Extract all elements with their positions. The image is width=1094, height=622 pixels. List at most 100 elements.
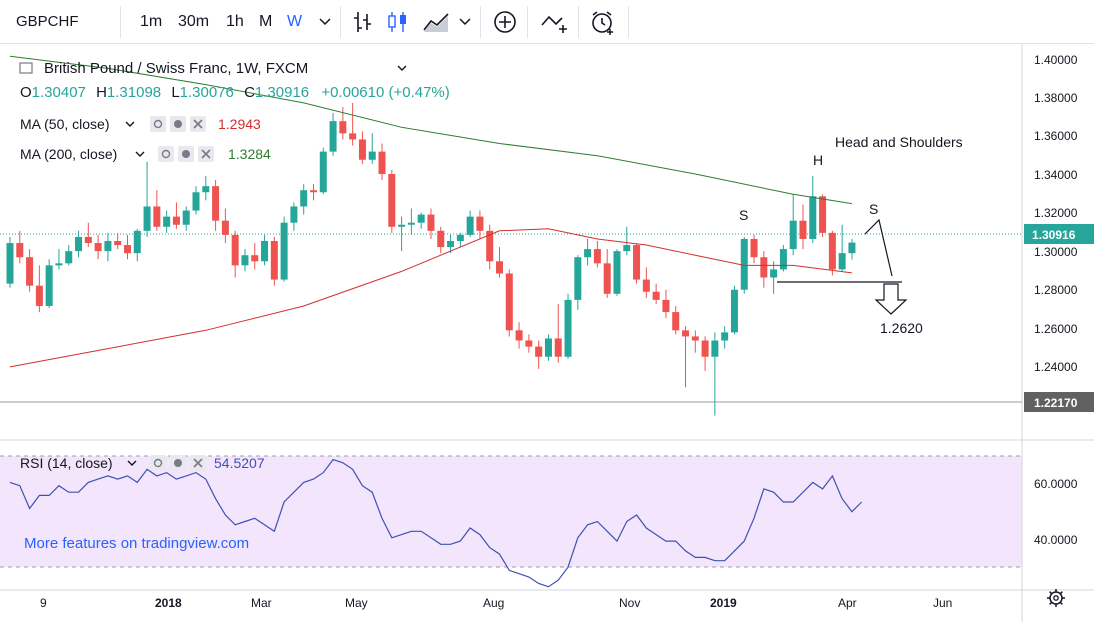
ma200-remove-icon[interactable] — [198, 146, 214, 162]
candle — [476, 210, 484, 239]
right-shoulder-label: S — [869, 201, 878, 217]
marker-price-label: 1.22170 — [1034, 396, 1078, 410]
candle — [290, 202, 298, 231]
chevron-down-icon[interactable] — [135, 151, 145, 157]
candle — [212, 180, 220, 231]
chevron-down-icon[interactable] — [458, 15, 472, 29]
candle — [270, 236, 278, 286]
series-title[interactable]: British Pound / Swiss Franc, 1W, FXCM — [44, 60, 308, 77]
candle — [466, 210, 474, 237]
time-axis[interactable]: 9 2018 Mar May Aug Nov 2019 Apr Jun — [40, 596, 952, 610]
time-tick: Aug — [483, 596, 504, 610]
candle — [525, 334, 533, 353]
candle — [75, 230, 83, 258]
chevron-down-icon[interactable] — [318, 15, 332, 29]
time-tick: 2018 — [155, 596, 182, 610]
down-arrow-icon — [874, 283, 908, 315]
ma50-eye-icon[interactable] — [150, 116, 166, 132]
ma50-remove-icon[interactable] — [190, 116, 206, 132]
candle — [35, 265, 43, 313]
candle — [496, 247, 503, 278]
candle — [779, 245, 787, 272]
left-shoulder-label: S — [739, 207, 748, 223]
price-tick: 1.26000 — [1034, 322, 1078, 336]
legend: British Pound / Swiss Franc, 1W, FXCM O1… — [19, 60, 450, 471]
price-tick: 1.38000 — [1034, 91, 1078, 105]
candles-icon[interactable] — [386, 10, 410, 34]
candle — [760, 251, 768, 288]
chart-area[interactable]: 1.40000 1.38000 1.36000 1.34000 1.32000 … — [0, 44, 1094, 622]
ma200-label[interactable]: MA (200, close) — [20, 146, 117, 162]
projection-line — [864, 218, 893, 277]
candle — [6, 236, 14, 288]
rsi-eye-icon[interactable] — [150, 455, 166, 471]
toolbar-separator — [120, 6, 121, 38]
toolbar: GBPCHF 1m 30m 1h M W — [0, 0, 1094, 44]
candle — [515, 322, 523, 349]
moving-averages-layer — [9, 55, 852, 368]
price-tick: 1.34000 — [1034, 168, 1078, 182]
rsi-remove-icon[interactable] — [190, 455, 206, 471]
compare-symbol-icon[interactable] — [540, 10, 570, 34]
candle — [65, 245, 73, 266]
interval-1h[interactable]: 1h — [226, 13, 244, 30]
candle — [584, 238, 592, 266]
candle — [770, 261, 778, 294]
ma200-settings-icon[interactable] — [178, 146, 194, 162]
price-tick: 1.30000 — [1034, 245, 1078, 259]
close-value: 1.30916 — [255, 84, 309, 101]
low-value: 1.30076 — [180, 84, 234, 101]
candle — [143, 161, 151, 237]
candles-layer — [6, 102, 856, 416]
rsi-axis[interactable]: 60.0000 40.0000 — [1034, 477, 1078, 547]
symbol-search[interactable]: GBPCHF — [16, 13, 79, 30]
time-tick: 2019 — [710, 596, 737, 610]
ma50-label[interactable]: MA (50, close) — [20, 116, 109, 132]
time-tick: 9 — [40, 596, 47, 610]
bars-icon[interactable] — [352, 10, 374, 34]
ma50-line — [9, 228, 852, 368]
candle — [486, 224, 494, 270]
candle — [544, 334, 552, 361]
candle — [172, 202, 180, 229]
candle — [349, 102, 357, 146]
candle — [505, 269, 513, 337]
price-tick: 1.32000 — [1034, 206, 1078, 220]
alarm-clock-icon[interactable] — [589, 9, 617, 35]
interval-1W[interactable]: W — [287, 13, 303, 30]
ma200-line — [9, 55, 852, 205]
toolbar-separator — [340, 6, 341, 38]
tradingview-link[interactable]: More features on tradingview.com — [24, 535, 249, 552]
candle — [613, 249, 621, 296]
price-tick: 1.40000 — [1034, 53, 1078, 67]
interval-1m[interactable]: 1m — [140, 13, 163, 30]
area-chart-icon[interactable] — [422, 10, 450, 34]
chevron-down-icon[interactable] — [397, 65, 407, 71]
interval-30m[interactable]: 30m — [178, 13, 210, 30]
collapse-legend-icon[interactable] — [19, 62, 33, 74]
rsi-settings-icon[interactable] — [170, 455, 186, 471]
add-indicator-icon[interactable] — [493, 10, 517, 34]
price-axis[interactable]: 1.40000 1.38000 1.36000 1.34000 1.32000 … — [1034, 53, 1078, 374]
toolbar-separator — [527, 6, 528, 38]
rsi-value: 54.5207 — [214, 455, 265, 471]
ma50-settings-icon[interactable] — [170, 116, 186, 132]
interval-1M[interactable]: M — [259, 13, 273, 30]
toolbar-separator — [628, 6, 629, 38]
time-tick: Apr — [838, 596, 857, 610]
candle — [652, 283, 660, 304]
candle — [368, 133, 376, 164]
ma200-eye-icon[interactable] — [158, 146, 174, 162]
candle — [55, 249, 63, 270]
candle — [564, 293, 572, 359]
rsi-label[interactable]: RSI (14, close) — [20, 455, 113, 471]
time-tick: May — [345, 596, 368, 610]
candle — [329, 113, 337, 156]
chevron-down-icon[interactable] — [127, 460, 137, 466]
candle — [153, 190, 161, 231]
settings-gear-icon[interactable] — [1047, 589, 1065, 607]
candle — [202, 176, 210, 201]
head-label: H — [813, 152, 823, 168]
ma200-value: 1.3284 — [228, 146, 271, 162]
chevron-down-icon[interactable] — [125, 121, 135, 127]
